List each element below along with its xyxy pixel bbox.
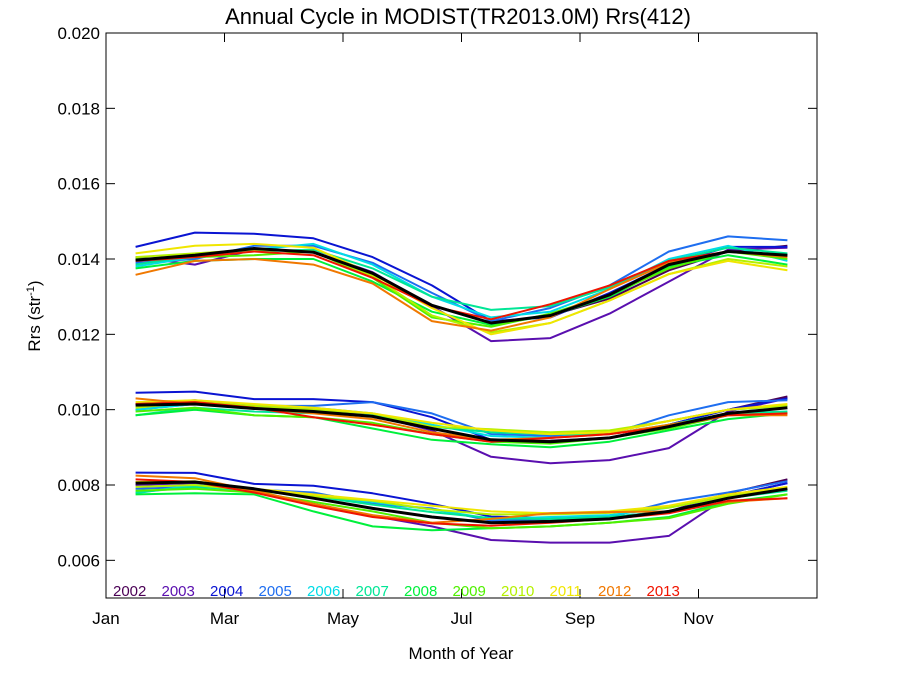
legend-item-2012: 2012 bbox=[598, 583, 631, 600]
x-tick-label: Sep bbox=[565, 609, 595, 628]
chart-title: Annual Cycle in MODIST(TR2013.0M) Rrs(41… bbox=[225, 4, 691, 29]
legend-item-2005: 2005 bbox=[259, 583, 292, 600]
series-line-2011-upper bbox=[135, 242, 788, 336]
x-tick-label: Mar bbox=[210, 609, 240, 628]
legend-item-2008: 2008 bbox=[404, 583, 437, 600]
legend-item-2011: 2011 bbox=[550, 583, 582, 600]
legend-item-2002: 2002 bbox=[113, 583, 146, 600]
legend-item-2003: 2003 bbox=[162, 583, 195, 600]
y-tick-label: 0.016 bbox=[57, 175, 100, 194]
mean-line-middle bbox=[135, 402, 788, 444]
series-line-2005-upper bbox=[135, 235, 788, 323]
legend: 2002 2003 2004 2005 2006 2007 2008 2009 2010 2011… bbox=[113, 583, 680, 600]
x-tick-label: Jul bbox=[451, 609, 473, 628]
plot-frame bbox=[105, 32, 818, 599]
y-tick-label: 0.020 bbox=[57, 24, 100, 43]
tick-labels: 0.006 0.008 0.010 0.012 0.014 0.016 0.018 0.020… bbox=[57, 24, 714, 628]
y-tick-label: 0.012 bbox=[57, 325, 100, 344]
y-tick-label: 0.010 bbox=[57, 401, 100, 420]
plot-series bbox=[135, 231, 788, 544]
series-line-2013-lower bbox=[135, 478, 788, 527]
legend-item-2010: 2010 bbox=[501, 583, 534, 600]
legend-item-2006: 2006 bbox=[307, 583, 340, 600]
y-tick-label: 0.014 bbox=[57, 250, 100, 269]
series-line-2008-lower bbox=[135, 492, 788, 532]
y-tick-label: 0.006 bbox=[57, 551, 100, 570]
y-tick-label: 0.018 bbox=[57, 99, 100, 118]
y-tick-label: 0.008 bbox=[57, 476, 100, 495]
x-tick-label: Nov bbox=[683, 609, 714, 628]
x-tick-label: Jan bbox=[92, 609, 119, 628]
legend-item-2013: 2013 bbox=[647, 583, 680, 600]
legend-item-2009: 2009 bbox=[453, 583, 486, 600]
series-line-2011-middle bbox=[135, 399, 788, 436]
legend-item-2007: 2007 bbox=[356, 583, 389, 600]
x-tick-label: May bbox=[327, 609, 360, 628]
y-axis-label: Rrs (str-1) bbox=[25, 280, 44, 351]
mean-line-upper bbox=[135, 247, 788, 325]
legend-item-2004: 2004 bbox=[210, 583, 243, 600]
x-axis-label: Month of Year bbox=[409, 644, 514, 663]
mean-line-lower bbox=[135, 480, 788, 525]
